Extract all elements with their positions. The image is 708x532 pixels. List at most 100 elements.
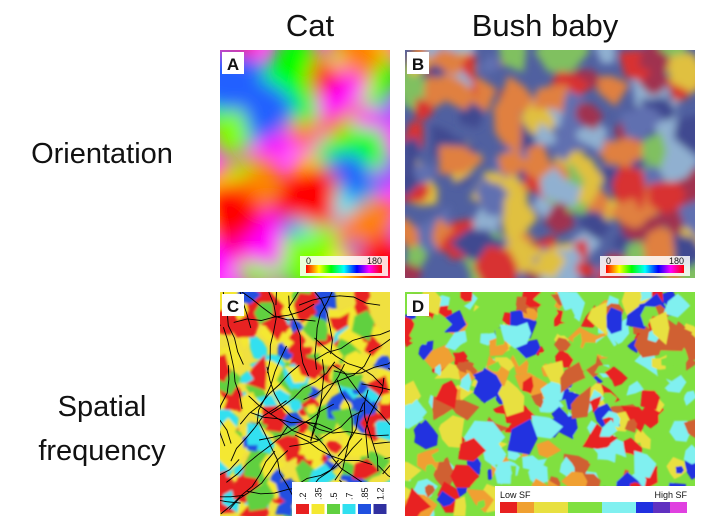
map-patch <box>522 455 543 471</box>
contour-line <box>220 459 240 476</box>
map-patch <box>405 217 419 247</box>
map-patch <box>405 154 423 198</box>
contour-line <box>386 489 390 496</box>
map-patch <box>660 314 693 352</box>
map-patch <box>531 415 564 439</box>
map-patch <box>576 260 597 278</box>
map-patch <box>302 315 328 341</box>
map-patch <box>427 50 466 78</box>
map-patch <box>515 339 541 359</box>
legend-swatch <box>602 502 619 513</box>
map-patch <box>220 353 230 383</box>
map-patch <box>359 404 382 434</box>
map-patch <box>424 344 455 370</box>
map-patch <box>683 444 695 465</box>
map-patch <box>456 362 467 374</box>
map-patch <box>351 310 375 342</box>
legend-label: .5 <box>329 492 339 500</box>
map-patch <box>621 405 648 433</box>
map-patch <box>494 461 511 484</box>
contour-line <box>220 494 245 498</box>
map-patch <box>507 418 538 455</box>
map-patch <box>683 419 695 438</box>
map-patch <box>450 464 480 488</box>
map-patch <box>552 129 578 163</box>
map-patch <box>533 122 557 147</box>
map-patch <box>675 466 685 474</box>
contour-line <box>250 412 332 431</box>
map-patch <box>451 399 480 421</box>
legend-swatch <box>327 504 340 514</box>
legend-swatch <box>653 502 670 513</box>
contour-line <box>230 400 287 462</box>
map-patch <box>530 392 544 409</box>
contour-line <box>298 295 381 306</box>
panel-letter-box <box>222 52 244 74</box>
map-patch <box>476 499 486 510</box>
legend-swatch <box>568 502 585 513</box>
map-patch <box>604 366 628 387</box>
map-patch <box>373 355 390 371</box>
contour-line <box>220 499 241 504</box>
map-patch <box>540 381 565 404</box>
panel-letter-box <box>407 52 429 74</box>
map-patch <box>572 332 582 349</box>
map-patch <box>473 367 503 404</box>
map-panel <box>405 50 695 278</box>
map-patch <box>295 459 320 489</box>
map-patch <box>444 310 467 333</box>
map-patch <box>240 392 256 415</box>
contour-line <box>333 362 390 375</box>
map-patch <box>330 407 354 438</box>
map-patch <box>634 351 658 377</box>
map-patch <box>674 115 695 153</box>
contour-line <box>258 421 295 499</box>
map-patch <box>530 247 567 278</box>
contour-line <box>267 292 277 374</box>
contour-line <box>314 337 383 386</box>
legend-label: Low SF <box>500 490 531 500</box>
row-label: Orientation <box>31 138 173 170</box>
map-patch <box>352 458 380 480</box>
contour-line <box>377 465 390 478</box>
map-patch <box>486 361 502 372</box>
legend-label: High SF <box>654 490 687 500</box>
map-patch <box>294 354 326 380</box>
map-panel <box>220 292 390 516</box>
map-patch <box>536 440 562 458</box>
map-patch <box>661 357 674 366</box>
map-patch <box>594 334 615 358</box>
map-patch <box>480 332 498 346</box>
map-patch <box>641 132 667 170</box>
scale-label: 180 <box>367 256 382 266</box>
map-patch <box>445 330 467 351</box>
map-patch <box>624 418 638 433</box>
map-patch <box>588 454 600 465</box>
map-patch <box>282 163 337 225</box>
contour-line <box>310 359 325 442</box>
contour-line <box>314 292 333 370</box>
contour-line <box>295 438 363 487</box>
map-patch <box>668 52 695 94</box>
map-patch <box>540 167 582 208</box>
map-patch <box>436 490 456 507</box>
legend-swatch <box>670 502 687 513</box>
map-patch <box>288 329 306 353</box>
map-patch <box>571 385 591 419</box>
column-header: Bush baby <box>472 8 619 43</box>
panel-letter-box <box>407 294 429 316</box>
contour-line <box>220 324 221 327</box>
legend-label: 1.2 <box>376 487 386 500</box>
map-patch <box>573 239 589 264</box>
scale-label: 0 <box>606 256 611 266</box>
map-patch <box>595 50 616 64</box>
map-patch <box>452 351 468 363</box>
map-patch <box>515 296 528 315</box>
map-patch <box>477 53 502 74</box>
map-patch <box>638 50 671 72</box>
map-patch <box>609 439 627 458</box>
map-patch <box>424 484 436 498</box>
scale-label: 0 <box>306 256 311 266</box>
